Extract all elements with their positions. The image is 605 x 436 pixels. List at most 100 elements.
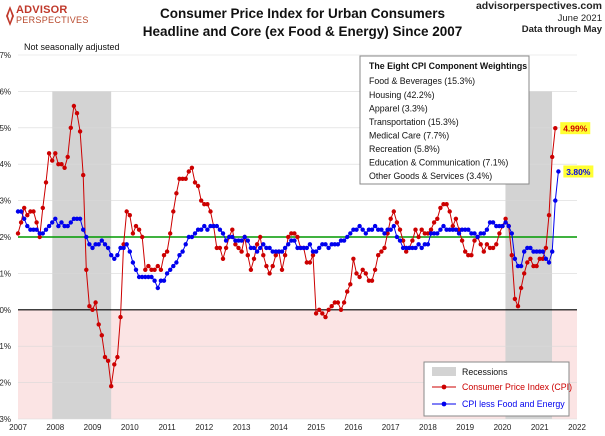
headline-series-point <box>74 111 80 116</box>
weighting-item: Recreation (5.8%) <box>369 144 440 154</box>
core-series-point <box>379 227 384 232</box>
core-series-point <box>512 256 518 261</box>
headline-series-point <box>466 253 471 258</box>
headline-series-point <box>522 271 527 276</box>
headline-series-point <box>323 314 328 320</box>
headline-series-point <box>410 238 415 243</box>
core-series-point <box>298 245 303 251</box>
headline-series-point <box>279 267 285 272</box>
headline-series-point <box>81 172 86 178</box>
headline-series-point <box>127 213 132 218</box>
core-series-point <box>140 274 145 280</box>
x-tick-label: 2008 <box>46 423 64 432</box>
core-series-point <box>77 216 83 221</box>
headline-series-point <box>15 231 21 236</box>
weighting-item: Education & Communication (7.1%) <box>369 158 508 168</box>
core-series-point <box>199 227 204 232</box>
core-series-point <box>189 234 195 240</box>
core-series-point <box>546 260 552 265</box>
headline-series-point <box>416 234 421 240</box>
core-series-point <box>400 245 406 251</box>
core-series-point <box>413 245 418 251</box>
core-series-point <box>385 227 390 232</box>
x-tick-label: 2018 <box>419 423 437 432</box>
headline-series-point <box>484 242 490 247</box>
headline-series-point <box>388 216 393 221</box>
chart-title-line1: Consumer Price Index for Urban Consumers <box>159 6 446 21</box>
headline-series-point <box>512 296 518 302</box>
headline-series-point <box>195 183 201 189</box>
core-series-point <box>503 220 508 225</box>
headline-series-point <box>376 253 381 258</box>
headline-series-point <box>230 227 235 232</box>
core-series-point <box>230 234 235 240</box>
core-series-point <box>425 242 431 247</box>
core-series-point <box>233 238 238 243</box>
headline-end-label-bg <box>560 122 591 135</box>
core-series-point <box>279 249 285 254</box>
core-series-point <box>282 245 288 251</box>
core-series-point <box>56 223 61 229</box>
legend-core-label: CPI less Food and Energy <box>462 399 565 409</box>
headline-series-point <box>534 263 539 269</box>
headline-series-point <box>286 234 291 240</box>
core-series-point <box>444 227 449 232</box>
core-series-point <box>416 242 421 247</box>
core-series-point <box>338 238 344 243</box>
core-series-point <box>329 242 334 247</box>
headline-series-point <box>18 220 24 225</box>
headline-series-point <box>168 231 173 236</box>
headline-series-point <box>68 125 74 130</box>
core-series-point <box>478 231 483 236</box>
source-date: June 2021 <box>557 12 602 24</box>
x-tick-label: 2021 <box>531 423 549 432</box>
core-series-point <box>146 274 151 280</box>
core-series-point <box>46 223 52 229</box>
headline-series-point <box>202 202 207 207</box>
headline-series-point <box>369 278 375 283</box>
weighting-item: Food & Beverages (15.3%) <box>369 76 475 86</box>
core-series-point <box>487 220 493 225</box>
core-series-point <box>65 223 70 229</box>
x-tick-label: 2009 <box>84 423 102 432</box>
core-series-point <box>295 245 300 251</box>
core-series-point <box>192 231 198 236</box>
core-series-point <box>273 249 278 254</box>
headline-series-point <box>413 227 418 232</box>
headline-series-point <box>174 191 179 196</box>
y-tick-label: 3% <box>0 197 11 206</box>
headline-series-point <box>149 267 154 272</box>
headline-series-point <box>295 234 300 240</box>
weighting-item: Transportation (15.3%) <box>369 117 459 127</box>
core-series-point <box>366 227 372 232</box>
core-series-point <box>254 249 260 254</box>
headline-series-point <box>31 209 36 214</box>
core-series-point <box>180 249 185 254</box>
core-series-point <box>310 249 316 254</box>
core-series-point <box>112 256 117 261</box>
core-series-point <box>62 223 67 229</box>
headline-series-point <box>348 282 353 287</box>
core-series-point <box>136 274 142 280</box>
headline-series-point <box>93 300 98 305</box>
core-series-point <box>248 245 254 251</box>
headline-series-point <box>189 165 195 170</box>
headline-series-point <box>40 205 45 211</box>
core-series-point <box>276 249 282 254</box>
core-series-point <box>40 231 45 236</box>
core-series-point <box>372 223 378 229</box>
core-series-point <box>509 231 514 236</box>
core-series-point <box>149 274 154 280</box>
headline-series-point <box>118 314 123 320</box>
headline-series-point <box>199 198 204 203</box>
y-tick-label: 0% <box>0 306 11 315</box>
y-tick-label: 5% <box>0 124 11 133</box>
chart-axes: -3% -2% -1% 0% 1% 2% 3% 4% 5% 6% 7% 2007 2008 2009 201… <box>0 51 586 432</box>
core-series-point <box>261 242 266 247</box>
headline-series-point <box>77 129 83 134</box>
headline-series-point <box>289 231 294 236</box>
core-series-point <box>363 231 368 236</box>
headline-series-point <box>354 271 359 276</box>
headline-series-point <box>62 165 67 170</box>
core-series-point <box>183 242 188 247</box>
